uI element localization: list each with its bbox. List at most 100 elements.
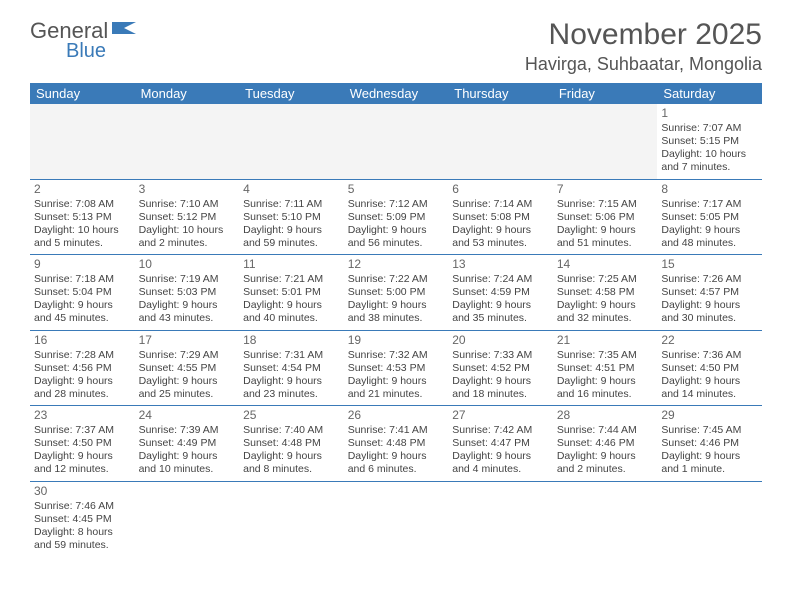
day-number: 3 [139, 182, 236, 197]
calendar-row: 2Sunrise: 7:08 AMSunset: 5:13 PMDaylight… [30, 179, 762, 255]
calendar-table: SundayMondayTuesdayWednesdayThursdayFrid… [30, 83, 762, 556]
daylight-text: Daylight: 9 hours and 12 minutes. [34, 450, 131, 476]
calendar-cell: 18Sunrise: 7:31 AMSunset: 4:54 PMDayligh… [239, 330, 344, 406]
daylight-text: Daylight: 9 hours and 4 minutes. [452, 450, 549, 476]
sunset-text: Sunset: 5:09 PM [348, 211, 445, 224]
daylight-text: Daylight: 8 hours and 59 minutes. [34, 526, 131, 552]
daylight-text: Daylight: 9 hours and 10 minutes. [139, 450, 236, 476]
daylight-text: Daylight: 9 hours and 21 minutes. [348, 375, 445, 401]
sunset-text: Sunset: 5:06 PM [557, 211, 654, 224]
day-number: 7 [557, 182, 654, 197]
sunrise-text: Sunrise: 7:31 AM [243, 349, 340, 362]
calendar-cell: 4Sunrise: 7:11 AMSunset: 5:10 PMDaylight… [239, 179, 344, 255]
sunset-text: Sunset: 4:51 PM [557, 362, 654, 375]
sunrise-text: Sunrise: 7:33 AM [452, 349, 549, 362]
day-header: Saturday [657, 83, 762, 104]
calendar-cell: 12Sunrise: 7:22 AMSunset: 5:00 PMDayligh… [344, 255, 449, 331]
day-number: 30 [34, 484, 131, 499]
sunrise-text: Sunrise: 7:18 AM [34, 273, 131, 286]
day-number: 28 [557, 408, 654, 423]
day-number: 20 [452, 333, 549, 348]
calendar-cell: 8Sunrise: 7:17 AMSunset: 5:05 PMDaylight… [657, 179, 762, 255]
sunrise-text: Sunrise: 7:24 AM [452, 273, 549, 286]
sunset-text: Sunset: 4:50 PM [34, 437, 131, 450]
calendar-cell: 7Sunrise: 7:15 AMSunset: 5:06 PMDaylight… [553, 179, 658, 255]
sunset-text: Sunset: 4:45 PM [34, 513, 131, 526]
daylight-text: Daylight: 10 hours and 7 minutes. [661, 148, 758, 174]
calendar-cell-empty [448, 104, 553, 179]
calendar-cell: 22Sunrise: 7:36 AMSunset: 4:50 PMDayligh… [657, 330, 762, 406]
daylight-text: Daylight: 10 hours and 2 minutes. [139, 224, 236, 250]
calendar-cell: 27Sunrise: 7:42 AMSunset: 4:47 PMDayligh… [448, 406, 553, 482]
day-number: 24 [139, 408, 236, 423]
calendar-cell: 30Sunrise: 7:46 AMSunset: 4:45 PMDayligh… [30, 481, 135, 556]
sunrise-text: Sunrise: 7:07 AM [661, 122, 758, 135]
day-number: 29 [661, 408, 758, 423]
calendar-cell: 11Sunrise: 7:21 AMSunset: 5:01 PMDayligh… [239, 255, 344, 331]
calendar-cell: 21Sunrise: 7:35 AMSunset: 4:51 PMDayligh… [553, 330, 658, 406]
calendar-cell: 10Sunrise: 7:19 AMSunset: 5:03 PMDayligh… [135, 255, 240, 331]
calendar-cell-empty [553, 104, 658, 179]
daylight-text: Daylight: 9 hours and 14 minutes. [661, 375, 758, 401]
day-number: 16 [34, 333, 131, 348]
day-header: Tuesday [239, 83, 344, 104]
flag-icon [112, 18, 138, 44]
sunrise-text: Sunrise: 7:22 AM [348, 273, 445, 286]
calendar-cell: 16Sunrise: 7:28 AMSunset: 4:56 PMDayligh… [30, 330, 135, 406]
sunset-text: Sunset: 5:03 PM [139, 286, 236, 299]
calendar-cell: 17Sunrise: 7:29 AMSunset: 4:55 PMDayligh… [135, 330, 240, 406]
calendar-cell-empty [553, 481, 658, 556]
calendar-cell: 25Sunrise: 7:40 AMSunset: 4:48 PMDayligh… [239, 406, 344, 482]
day-number: 1 [661, 106, 758, 121]
calendar-cell-empty [30, 104, 135, 179]
day-number: 12 [348, 257, 445, 272]
sunrise-text: Sunrise: 7:45 AM [661, 424, 758, 437]
daylight-text: Daylight: 9 hours and 8 minutes. [243, 450, 340, 476]
sunset-text: Sunset: 4:47 PM [452, 437, 549, 450]
month-title: November 2025 [525, 18, 762, 52]
sunset-text: Sunset: 4:58 PM [557, 286, 654, 299]
day-number: 15 [661, 257, 758, 272]
calendar-cell-empty [448, 481, 553, 556]
calendar-cell: 13Sunrise: 7:24 AMSunset: 4:59 PMDayligh… [448, 255, 553, 331]
day-number: 2 [34, 182, 131, 197]
daylight-text: Daylight: 9 hours and 48 minutes. [661, 224, 758, 250]
sunset-text: Sunset: 4:52 PM [452, 362, 549, 375]
day-number: 8 [661, 182, 758, 197]
sunset-text: Sunset: 5:01 PM [243, 286, 340, 299]
sunset-text: Sunset: 4:53 PM [348, 362, 445, 375]
sunrise-text: Sunrise: 7:26 AM [661, 273, 758, 286]
title-block: November 2025 Havirga, Suhbaatar, Mongol… [525, 18, 762, 75]
sunset-text: Sunset: 5:04 PM [34, 286, 131, 299]
sunset-text: Sunset: 4:46 PM [557, 437, 654, 450]
calendar-row: 9Sunrise: 7:18 AMSunset: 5:04 PMDaylight… [30, 255, 762, 331]
day-number: 21 [557, 333, 654, 348]
calendar-cell: 26Sunrise: 7:41 AMSunset: 4:48 PMDayligh… [344, 406, 449, 482]
sunset-text: Sunset: 5:05 PM [661, 211, 758, 224]
sunrise-text: Sunrise: 7:14 AM [452, 198, 549, 211]
calendar-cell: 19Sunrise: 7:32 AMSunset: 4:53 PMDayligh… [344, 330, 449, 406]
sunset-text: Sunset: 4:48 PM [348, 437, 445, 450]
sunset-text: Sunset: 4:54 PM [243, 362, 340, 375]
sunrise-text: Sunrise: 7:11 AM [243, 198, 340, 211]
day-number: 23 [34, 408, 131, 423]
daylight-text: Daylight: 9 hours and 30 minutes. [661, 299, 758, 325]
daylight-text: Daylight: 9 hours and 16 minutes. [557, 375, 654, 401]
calendar-cell: 9Sunrise: 7:18 AMSunset: 5:04 PMDaylight… [30, 255, 135, 331]
sunset-text: Sunset: 4:46 PM [661, 437, 758, 450]
sunrise-text: Sunrise: 7:25 AM [557, 273, 654, 286]
daylight-text: Daylight: 9 hours and 35 minutes. [452, 299, 549, 325]
sunrise-text: Sunrise: 7:36 AM [661, 349, 758, 362]
day-number: 27 [452, 408, 549, 423]
sunrise-text: Sunrise: 7:17 AM [661, 198, 758, 211]
day-number: 14 [557, 257, 654, 272]
header: General Blue November 2025 Havirga, Suhb… [30, 18, 762, 75]
day-number: 10 [139, 257, 236, 272]
calendar-cell: 14Sunrise: 7:25 AMSunset: 4:58 PMDayligh… [553, 255, 658, 331]
sunset-text: Sunset: 5:15 PM [661, 135, 758, 148]
calendar-cell: 2Sunrise: 7:08 AMSunset: 5:13 PMDaylight… [30, 179, 135, 255]
calendar-cell-empty [239, 481, 344, 556]
day-number: 25 [243, 408, 340, 423]
day-number: 11 [243, 257, 340, 272]
calendar-cell-empty [657, 481, 762, 556]
